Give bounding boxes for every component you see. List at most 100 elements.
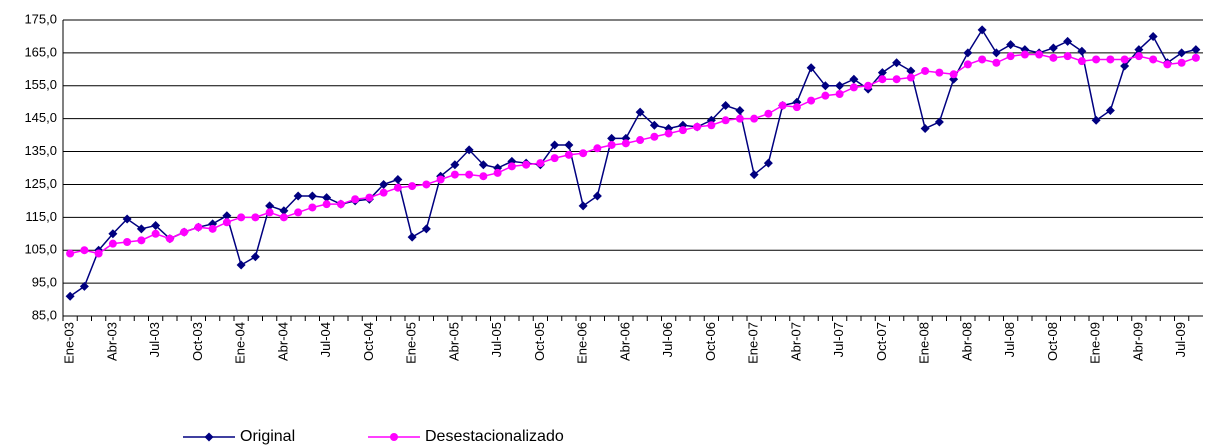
data-point [322,200,331,209]
data-point [279,213,288,222]
data-point [365,193,374,202]
x-tick-label: Jul-04 [318,322,333,357]
data-point [1191,53,1200,62]
data-point [536,159,545,168]
data-point [877,68,887,78]
data-point [707,121,716,130]
x-tick-label: Jul-06 [660,322,675,357]
data-point [1063,36,1073,46]
x-tick-label: Abr-03 [104,322,119,361]
x-tick-label: Ene-07 [746,322,761,364]
data-point [578,201,588,211]
x-tick-label: Oct-03 [190,322,205,361]
data-point [892,58,902,68]
x-tick-label: Ene-03 [62,322,77,364]
legend-label: Original [240,428,295,445]
x-tick-label: Abr-06 [617,322,632,361]
data-point [1048,43,1058,53]
data-point [250,252,260,262]
data-point [151,229,160,238]
x-tick-label: Abr-08 [959,322,974,361]
y-tick-label: 115,0 [25,209,57,224]
x-tick-label: Oct-08 [1045,322,1060,361]
data-point [379,188,388,197]
data-point [66,249,75,258]
data-point [778,101,787,110]
data-point [265,201,275,211]
data-point [750,114,759,123]
data-point [122,214,132,224]
data-point [835,90,844,98]
data-point [792,103,801,112]
data-point [864,81,873,90]
series-line [69,28,1197,297]
x-tick-label: Jul-09 [1173,322,1188,357]
data-point [351,195,360,204]
data-point [522,160,531,169]
data-point [1091,115,1101,125]
data-point [251,213,260,222]
x-tick-label: Oct-06 [703,322,718,361]
data-point [764,109,773,118]
data-point [735,105,745,115]
y-tick-label: 155,0 [24,77,57,92]
data-point [308,203,317,212]
data-point [650,132,659,141]
data-point [94,249,103,258]
data-point [307,191,317,201]
data-point [906,73,915,82]
data-point [1049,53,1058,62]
data-point [806,63,816,73]
data-point [849,83,858,92]
data-point [721,101,731,111]
data-point [550,154,559,163]
data-point [607,140,616,149]
data-point [963,60,972,69]
x-tick-label: Oct-05 [532,322,547,361]
data-point [807,96,816,105]
data-point [621,139,630,148]
data-point [835,81,845,91]
data-point [407,232,417,242]
y-tick-label: 125,0 [24,176,57,191]
x-tick-label: Jul-03 [147,322,162,357]
x-tick-label: Ene-06 [575,322,590,364]
data-point [421,224,431,234]
data-point [108,229,118,239]
data-point [1077,57,1086,66]
data-point [821,91,830,100]
data-point [1134,52,1143,61]
x-tick-label: Oct-07 [874,322,889,361]
data-point [934,117,944,127]
y-tick-label: 105,0 [24,242,57,257]
x-tick-label: Abr-04 [275,322,290,361]
data-point [479,172,488,181]
data-point [735,114,744,123]
data-point [977,25,987,35]
data-point [408,182,417,191]
data-point [1035,50,1044,59]
data-point [635,107,645,117]
y-tick-label: 85,0 [32,307,57,322]
data-point [1105,105,1115,115]
legend-marker [390,433,398,441]
data-point [991,48,1001,58]
data-point [336,200,345,209]
data-point [564,140,574,150]
data-point [123,238,132,246]
data-point [1177,58,1186,67]
data-point [550,140,560,150]
data-point [949,70,958,79]
data-point [1163,60,1172,69]
data-point [593,144,602,153]
legend-marker [204,432,214,442]
series-line [69,53,1197,255]
data-point [379,179,389,189]
data-point [136,224,146,234]
x-tick-label: Abr-09 [1130,322,1145,361]
data-point [963,48,973,58]
data-point [1006,52,1015,61]
data-point [265,208,274,217]
data-point [1092,55,1101,64]
data-point [592,191,602,201]
